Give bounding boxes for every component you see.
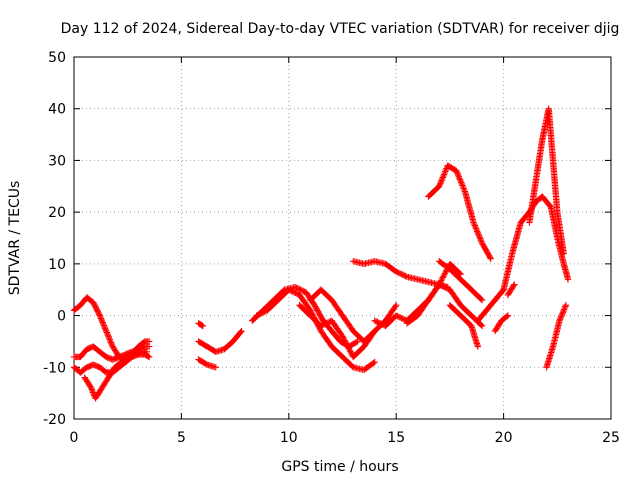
series-arc-g — [195, 320, 207, 330]
series-arc-k — [307, 286, 378, 345]
series-arc-u — [526, 105, 567, 257]
x-tick-label: 5 — [177, 430, 186, 446]
y-tick-label: 30 — [48, 153, 66, 169]
x-tick-label: 25 — [602, 430, 620, 446]
y-tick-label: -20 — [43, 412, 66, 428]
y-tick-label: 10 — [48, 257, 66, 273]
series-arc-n — [403, 281, 486, 330]
data-points-arc-g — [195, 320, 207, 330]
series-arc-p — [436, 258, 486, 304]
x-tick-label: 20 — [495, 430, 513, 446]
x-tick-label: 15 — [387, 430, 405, 446]
data-points-arc-i — [253, 286, 378, 374]
series-arc-f — [195, 356, 219, 371]
y-tick-label: 40 — [48, 102, 66, 118]
series-arc-s — [491, 312, 512, 335]
data-points-arc-v — [543, 302, 570, 371]
series-arc-b — [70, 343, 153, 363]
data-points-arc-r — [474, 286, 507, 324]
data-points-arc-s — [491, 312, 512, 335]
y-tick-label: -10 — [43, 360, 66, 376]
y-tick-label: 0 — [57, 309, 66, 325]
series-arc-q — [446, 302, 482, 350]
chart-title: Day 112 of 2024, Sidereal Day-to-day VTE… — [61, 21, 620, 37]
data-points-arc-u — [526, 105, 567, 257]
plot-frame — [73, 56, 612, 420]
series-arc-v — [543, 302, 570, 371]
data-series — [70, 105, 572, 402]
data-points-arc-p — [436, 258, 486, 304]
data-points-arc-f — [195, 356, 219, 371]
data-points-arc-b — [70, 343, 153, 363]
series-arc-w — [504, 281, 518, 299]
x-tick-label: 10 — [280, 430, 298, 446]
y-tick-label: 20 — [48, 205, 66, 221]
y-tick-label: 50 — [48, 50, 66, 66]
series-arc-o — [425, 162, 494, 262]
data-points-arc-w — [504, 281, 518, 299]
data-points-arc-d — [81, 348, 151, 402]
x-axis-label: GPS time / hours — [281, 459, 398, 475]
data-points-arc-n — [403, 281, 486, 330]
series-arc-d — [81, 348, 151, 402]
data-points-arc-o — [425, 162, 494, 262]
series-arc-r — [474, 286, 507, 324]
y-axis-label: SDTVAR / TECUs — [7, 181, 23, 296]
series-arc-i — [253, 286, 378, 374]
data-points-arc-e — [195, 327, 245, 355]
data-points-arc-q — [446, 302, 482, 350]
ticks: 0 5 10 15 20 25 -20 -10 0 10 20 30 40 50 — [43, 50, 620, 446]
series-arc-e — [195, 327, 245, 355]
data-points-arc-k — [307, 286, 378, 345]
x-tick-label: 0 — [70, 430, 79, 446]
